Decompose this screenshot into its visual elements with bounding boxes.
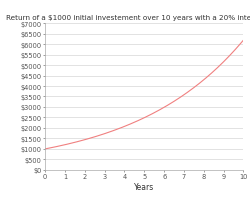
X-axis label: Years: Years: [134, 182, 154, 191]
Title: Return of a $1000 initial investement over 10 years with a 20% interest rate: Return of a $1000 initial investement ov…: [6, 15, 250, 21]
